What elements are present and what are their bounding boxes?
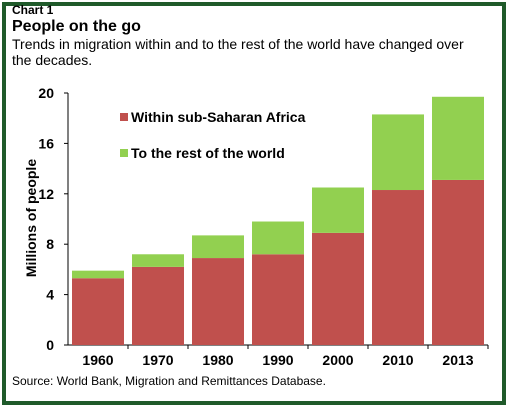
chart-legend: Within sub-Saharan Africa To the rest of… (120, 109, 306, 161)
chart-subtitle: Trends in migration within and to the re… (12, 36, 464, 68)
chart-number: Chart 1 (12, 3, 54, 17)
y-tick-label: 8 (46, 236, 54, 252)
y-tick-label: 16 (38, 135, 54, 151)
y-axis-label: Millions of people (23, 159, 39, 277)
x-tick-label: 1990 (262, 352, 293, 368)
bar-rest-segment (192, 235, 244, 259)
bar-within-segment (372, 190, 424, 345)
bar-within-segment (312, 232, 364, 345)
x-tick-label: 2013 (442, 352, 473, 368)
x-tick-label: 2010 (382, 352, 413, 368)
bar-within-segment (192, 258, 244, 345)
x-tick-label: 1980 (202, 352, 233, 368)
bar-within-segment (132, 266, 184, 345)
bar-rest-segment (132, 254, 184, 267)
bar-rest-segment (432, 96, 484, 180)
chart-title: People on the go (12, 18, 141, 35)
chart-header: Chart 1 People on the go Trends in migra… (12, 3, 482, 68)
y-tick-label: 12 (38, 186, 54, 202)
chart-bars (72, 96, 484, 345)
bar-rest-segment (312, 187, 364, 233)
bar-within-segment (72, 278, 124, 345)
y-tick-label: 4 (46, 287, 54, 303)
bar-rest-segment (372, 114, 424, 191)
source-note: Source: World Bank, Migration and Remitt… (12, 374, 326, 388)
bar-within-segment (432, 179, 484, 345)
legend-label-within: Within sub-Saharan Africa (131, 109, 306, 125)
bar-within-segment (252, 254, 304, 345)
legend-swatch-rest (120, 149, 128, 157)
bar-rest-segment (252, 221, 304, 255)
y-tick-label: 0 (46, 337, 54, 353)
x-tick-label: 2000 (322, 352, 353, 368)
legend-swatch-within (120, 113, 128, 121)
bar-rest-segment (72, 270, 124, 279)
y-tick-label: 20 (38, 85, 54, 101)
x-tick-label: 1960 (82, 352, 113, 368)
x-tick-label: 1970 (142, 352, 173, 368)
legend-label-rest: To the rest of the world (131, 145, 285, 161)
